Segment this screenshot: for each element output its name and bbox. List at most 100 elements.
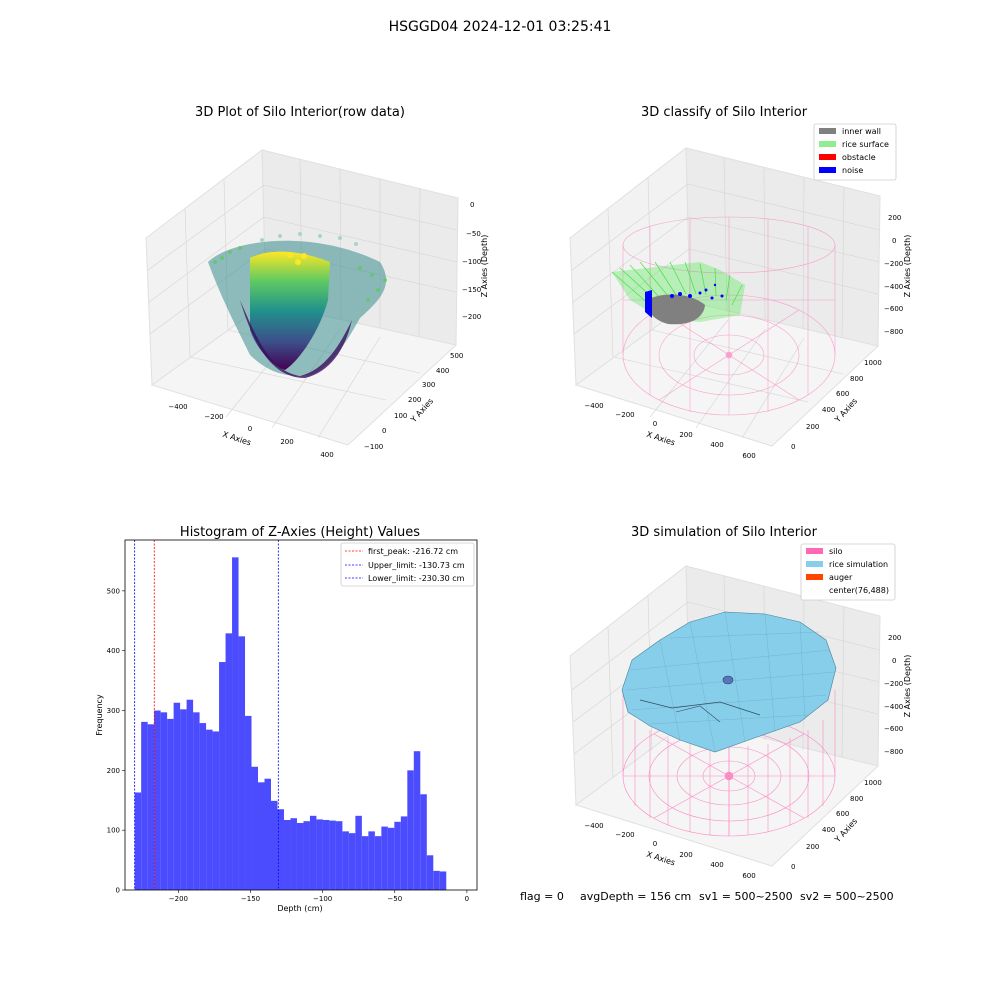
histogram-bar [270,800,278,890]
simulation-3d-x-ticks: −400 −200 0 200 400 600 [584,822,755,880]
classify-y-label: Y Axies [832,397,859,425]
raw-y-tick: 500 [450,352,463,360]
classify-y-tick: 800 [850,375,863,383]
legend-label: obstacle [842,153,876,162]
legend-swatch-inner-wall [819,128,836,134]
histogram-bar [309,815,317,890]
histogram-bar [134,792,142,890]
classify-z-tick: −600 [884,305,903,313]
histogram-bar [303,821,310,890]
raw-y-tick: 200 [408,396,421,404]
simulation-3d-z-ticks: 200 0 −200 −400 −600 −800 [884,634,903,756]
legend-swatch-silo [806,548,823,554]
histogram-reference-lines [134,540,279,890]
panel-classify-3d: 3D classify of Silo Interior [569,105,912,460]
figure-suptitle: HSGGD04 2024-12-01 03:25:41 [389,19,612,35]
simulation-3d-title: 3D simulation of Silo Interior [631,525,818,540]
simulation-y-tick: 400 [822,826,835,834]
histogram-y-tick-label: 500 [107,587,120,595]
histogram-bar [206,729,213,890]
histogram-bar [160,712,168,890]
histogram-bar [420,794,427,890]
histogram-bar [141,721,148,890]
histogram-y-label: Frequency [95,694,104,736]
panel-histogram: Histogram of Z-Axies (Height) Values −20… [95,525,478,913]
raw-x-tick: 0 [248,425,252,433]
histogram-bar [355,815,362,890]
simulation-x-tick: 200 [679,851,692,859]
histogram-bar [316,819,323,890]
simulation-z-tick: −800 [884,748,903,756]
simulation-3d-rice-surface [621,611,837,753]
histogram-y-tick-label: 300 [107,707,120,715]
footer-flag: flag = 0 [520,890,564,903]
classify-y-tick: 400 [822,406,835,414]
classify-3d-x-ticks: −400 −200 0 200 400 600 [584,402,755,460]
legend-label: noise [842,166,863,175]
legend-swatch-rice-surface [819,141,836,147]
raw-3d-point-cloud [208,232,387,378]
histogram-bar [407,770,414,890]
footer-sv2: sv2 = 500~2500 [800,890,894,903]
raw-y-tick: 400 [436,367,449,375]
histogram-x-ticks: −200 −150 −100 −50 0 [169,890,469,903]
raw-z-label: Z Axies (Depth) [480,235,489,298]
simulation-auger-marker [722,675,734,685]
histogram-bar [426,855,434,890]
simulation-x-tick: −400 [584,822,603,830]
simulation-z-tick: −400 [884,703,903,711]
simulation-z-tick: −200 [884,680,903,688]
histogram-bar [368,831,375,890]
histogram-bar [374,836,382,890]
legend-label: first_peak: -216.72 cm [368,547,458,556]
histogram-bar [199,723,207,890]
classify-x-tick: −200 [615,411,634,419]
histogram-bar [225,633,233,890]
histogram-bar [394,821,401,890]
simulation-y-tick: 200 [806,843,819,851]
histogram-bar [264,778,271,890]
histogram-x-tick-label: −50 [387,895,402,903]
histogram-bar [335,821,343,890]
footer-avg-depth: avgDepth = 156 cm [580,890,691,903]
legend-label: Lower_limit: -230.30 cm [368,574,465,583]
histogram-bar [186,699,194,890]
histogram-bar [258,782,265,890]
raw-z-tick: −150 [462,286,481,294]
classify-3d-y-ticks: 0 200 400 600 800 1000 [791,359,882,451]
raw-x-tick: −200 [204,413,223,421]
raw-z-tick: −50 [466,230,481,238]
raw-3d-x-ticks: −400 −200 0 200 400 [168,403,333,459]
histogram-bar [439,871,447,890]
simulation-x-tick: 600 [742,872,755,880]
histogram-bar [413,751,421,890]
legend-label: rice surface [842,140,889,149]
classify-x-tick: −400 [584,402,603,410]
histogram-bar [290,818,297,890]
histogram-bar [154,710,161,890]
legend-swatch-auger [806,574,823,580]
raw-3d-title: 3D Plot of Silo Interior(row data) [195,105,405,120]
histogram-bar [348,833,356,890]
histogram-y-tick-label: 200 [107,767,120,775]
footer-status: flag = 0 avgDepth = 156 cm sv1 = 500~250… [520,890,894,903]
histogram-bar [296,822,304,890]
histogram-bar [193,712,200,890]
legend-label: silo [829,547,843,556]
histogram-axes-frame [124,539,478,891]
raw-3d-y-ticks: −100 0 100 200 300 400 500 [364,352,463,451]
raw-y-tick: 0 [382,427,386,435]
classify-3d-points [611,261,745,325]
raw-y-tick: 100 [394,412,407,420]
raw-3d-z-ticks: 0 −50 −100 −150 −200 [462,201,481,321]
raw-z-tick: 0 [470,201,474,209]
raw-x-tick: −400 [168,403,187,411]
panel-simulation-3d: 3D simulation of Silo Interior [569,525,912,880]
histogram-x-tick-label: −150 [241,895,260,903]
raw-y-tick: 300 [422,381,435,389]
histogram-bars [134,557,447,890]
simulation-x-tick: 400 [710,861,723,869]
simulation-y-tick: 1000 [864,779,882,787]
legend-label: center(76,488) [829,586,889,595]
raw-z-tick: −200 [462,313,481,321]
